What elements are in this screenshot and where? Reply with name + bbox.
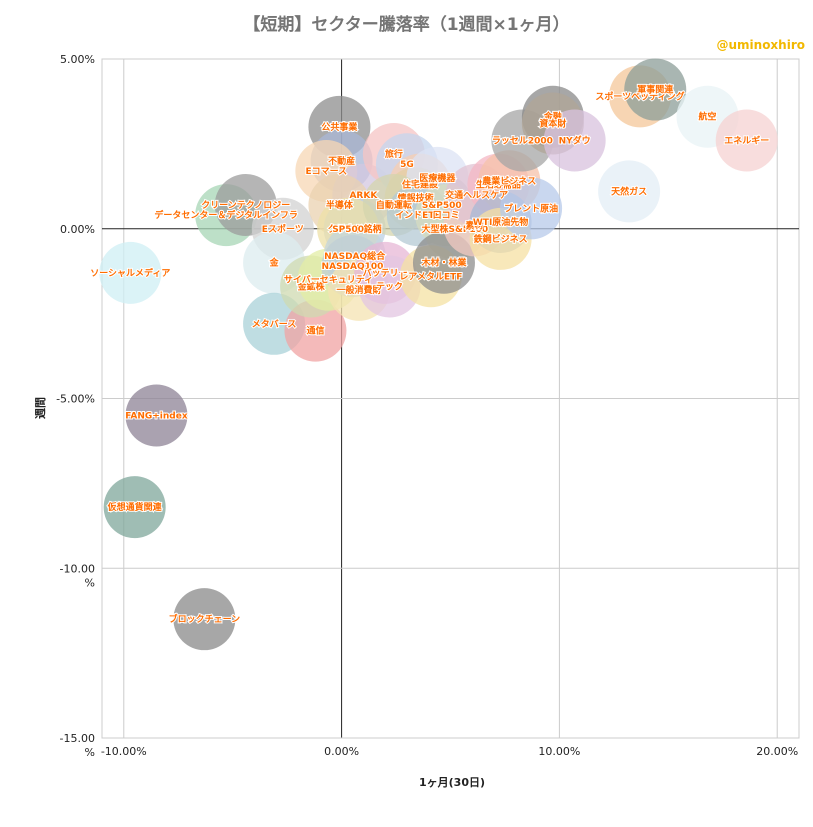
bubble-label: エネルギー bbox=[724, 134, 769, 146]
bubble-label: データセンター＆デジタルインフラ bbox=[154, 209, 298, 221]
bubble-label: 素材 bbox=[465, 219, 483, 231]
bubble-label: 公共事業 bbox=[321, 121, 358, 133]
tick-labels: -10.00% 0.00% 10.00% 20.00% 5.00% 0.00% -5.00%… bbox=[56, 53, 798, 759]
bubble-label: メタバース bbox=[252, 318, 297, 330]
y-tick-label: 5.00% bbox=[60, 53, 95, 66]
bubble-label: ラッセル2000 bbox=[492, 135, 553, 146]
y-tick-label: % bbox=[85, 576, 95, 589]
bubble bbox=[715, 109, 778, 172]
bubble-label: NASDAQ総合 bbox=[324, 250, 386, 262]
bubble-label: インドETF bbox=[395, 210, 440, 221]
watermark: @uminoxhiro bbox=[716, 38, 805, 52]
bubble bbox=[173, 588, 236, 651]
bubble-label: 口コミ bbox=[433, 210, 460, 221]
bubble bbox=[125, 384, 188, 447]
bubble-label: 旅行 bbox=[385, 148, 403, 160]
bubble-label: スポーツベッティング bbox=[595, 90, 684, 102]
x-tick-label: 0.00% bbox=[324, 745, 359, 758]
bubble-label: Eスポーツ bbox=[262, 223, 304, 235]
y-tick-label: -10.00 bbox=[60, 562, 95, 575]
bubble-label: 仮想通貨関連 bbox=[107, 501, 163, 513]
bubble-label: ブレント原油 bbox=[504, 202, 558, 214]
bubble-label: 金融 bbox=[543, 111, 562, 123]
bubble bbox=[543, 109, 606, 172]
bubble-label: 木材・林業 bbox=[420, 257, 467, 269]
bubble-label: WTI原油先物 bbox=[473, 216, 528, 228]
bubble-label: 金 bbox=[269, 257, 280, 269]
y-axis-title: 週間 bbox=[33, 397, 47, 419]
bubble-label: 不動産 bbox=[328, 155, 355, 167]
x-tick-label: -10.00% bbox=[101, 745, 147, 758]
bubble-label: 住宅建設 bbox=[402, 179, 439, 191]
bubble-label: 自動運転 bbox=[376, 199, 412, 211]
bubble-label: クラウド銘柄 bbox=[328, 223, 382, 235]
bubble-label: 航空 bbox=[699, 111, 717, 123]
bubble bbox=[99, 241, 162, 304]
bubble-label: 交通ヘルスケア bbox=[445, 189, 508, 201]
bubble-label: 軍事関連 bbox=[637, 84, 674, 96]
bubble-label: サイバーセキュリティ bbox=[284, 275, 373, 286]
bubble-label: SP500 bbox=[332, 225, 364, 235]
bubble-label: 資本財 bbox=[539, 118, 566, 130]
y-tick-label: -15.00 bbox=[60, 732, 95, 745]
bubble-label: S&P500 bbox=[422, 201, 462, 211]
bubble-label: 農業ビジネス bbox=[482, 175, 536, 187]
x-axis-title: 1ヶ月(30日) bbox=[419, 776, 485, 789]
bubble bbox=[624, 58, 687, 121]
bubble-label: ソーシャルメディア bbox=[90, 267, 170, 279]
y-tick-label: 0.00% bbox=[60, 223, 95, 236]
bubbles bbox=[99, 58, 778, 651]
bubble-label: 生活必需品 bbox=[476, 179, 521, 191]
bubble-label: 天然ガス bbox=[611, 185, 647, 197]
bubble bbox=[500, 177, 563, 240]
bubble-label: 医療機器 bbox=[419, 172, 456, 184]
bubble-label: 金鉱株 bbox=[297, 280, 326, 292]
x-tick-label: 20.00% bbox=[756, 745, 798, 758]
y-tick-label: -5.00% bbox=[56, 393, 95, 406]
bubble bbox=[598, 160, 661, 223]
bubble-label: バッテリー bbox=[363, 268, 408, 279]
bubble-label: ARKK bbox=[349, 191, 378, 201]
bubble-label: クリーンテクノロジー bbox=[201, 200, 290, 211]
bubble-label: FANG+index bbox=[125, 411, 188, 421]
bubble-label: Eコマース bbox=[305, 166, 347, 177]
bubble-label: 情報技術 bbox=[397, 192, 434, 204]
bubble-label: 鉄鋼ビジネス bbox=[474, 233, 528, 245]
bubble-label: レアメタルETF bbox=[399, 270, 462, 282]
bubble-label: 一般消費財 bbox=[337, 284, 382, 296]
y-tick-label: % bbox=[85, 746, 95, 759]
chart-title: 【短期】セクター騰落率（1週間×1ヶ月） bbox=[243, 15, 570, 35]
bubble-label: NYダウ bbox=[559, 134, 591, 146]
bubble-label: 大型株S&P100 bbox=[421, 223, 488, 235]
bubble-label: 5G bbox=[400, 160, 414, 170]
bubble-label: ブロックチェーン bbox=[169, 613, 241, 625]
bubble-label: 半導体 bbox=[326, 199, 354, 211]
bubble-label: テック bbox=[376, 281, 403, 292]
x-tick-label: 10.00% bbox=[538, 745, 580, 758]
bubble-label: NASDAQ100 bbox=[322, 262, 384, 272]
bubble bbox=[103, 476, 166, 539]
bubble-label: 通信 bbox=[306, 325, 324, 337]
